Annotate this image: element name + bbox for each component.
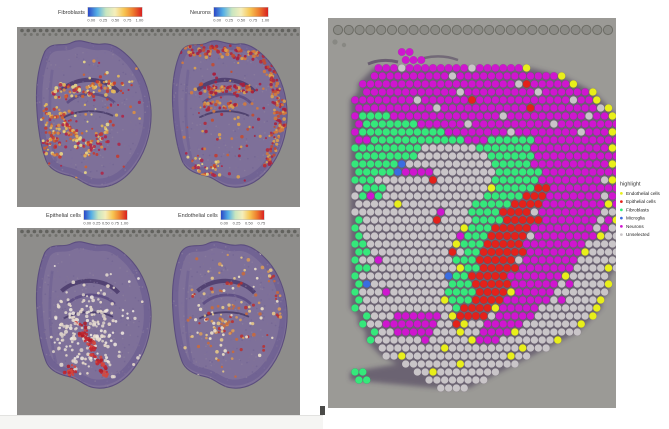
legend-item-label: Neurons [626,223,644,229]
colorbar-tick-label: 0.00 [87,18,96,23]
tissue-panels-svg-2 [20,229,300,389]
colorbar-tick-label: 0.75 [249,18,258,23]
colorbar-title: Neurons [190,9,211,16]
legend-item-neurons: Neurons [620,224,669,229]
colorbar-tick-label: 0.50 [245,221,253,226]
legend-item-microglia: Microglia [620,215,669,221]
legend-swatch [620,233,623,236]
colorbar-gradient [83,210,128,220]
colorbar-tick-label: 0.75 [123,18,132,23]
colorbar-tick-label: 0.00 [220,221,229,226]
legend-item-fibroblasts: Fibroblasts [620,207,669,212]
colorbar-neurons: Neurons 0.00 0.25 0.50 0.75 1.00 [190,7,269,23]
highlight-legend: highlight Endothelial cells Epithelial ce… [620,181,669,240]
colorbar-ticks: 0.00 0.25 0.50 0.75 1.00 [213,18,269,23]
colorbar-tick-label: 1.00 [135,18,144,23]
fiducial-dots [20,28,300,36]
colorbar-epithelial: Epithelial cells 0.00 0.25 0.50 0.75 1.00 [46,210,128,226]
colorbar-tick-label: 0.75 [257,221,266,226]
colorbar-ticks: 0.00 0.25 0.50 0.75 1.00 [83,221,128,226]
colorbar-tick-label: 1.00 [120,221,129,226]
colorbar-tick-label: 0.25 [92,221,101,226]
colorbar-tick-label: 0.25 [225,18,234,23]
colorbar-tick-label: 0.75 [111,221,120,226]
spot-map-svg [332,24,616,393]
colorbar-tick-label: 0.25 [99,18,108,23]
bottom-strip [0,415,323,429]
colorbar-ticks: 0.00 0.25 0.50 0.75 1.00 [87,18,143,23]
legend-item-endothelial-cells: Endothelial cells [620,191,669,196]
legend-swatch [620,216,623,220]
legend-swatch [620,192,623,195]
tissue-section-fibroblasts [35,40,152,188]
colorbar-ticks: 0.00 0.25 0.50 0.75 [220,221,265,226]
colorbar-title: Endothelial cells [178,212,218,219]
legend-item-epithelial-cells: Epithelial cells [620,199,669,204]
tissue-image-row-2 [17,228,300,415]
tissue-panels-svg-1 [20,28,300,188]
legend-item-label: Endothelial cells [626,190,660,196]
legend-item-label: Epithelial cells [626,198,656,205]
spot-category-plot [328,18,616,408]
tissue-image-row-1 [17,27,300,207]
colorbar-title: Fibroblasts [58,9,85,16]
legend-swatch [620,208,623,212]
dark-marker [320,406,325,415]
colorbar-title: Epithelial cells [46,212,81,219]
colorbar-gradient [220,210,265,220]
legend-item-label: Unselected [626,231,650,238]
tissue-section-endothelial [171,241,288,389]
fiducial-dots [332,24,614,48]
spot-grid [351,48,616,393]
colorbar-tick-label: 0.25 [232,221,241,226]
fiducial-dots [20,229,300,237]
legend-item-label: Microglia [626,215,645,221]
colorbar-tick-label: 0.00 [213,18,222,23]
legend-swatch [620,225,623,228]
legend-item-unselected: Unselected [620,232,669,237]
tissue-section-epithelial [35,241,152,389]
colorbar-fibroblasts: Fibroblasts 0.00 0.25 0.50 0.75 1.00 [58,7,143,23]
colorbar-tick-label: 0.50 [101,221,110,226]
colorbar-tick-label: 0.00 [83,221,92,226]
legend-item-label: Fibroblasts [626,206,649,213]
colorbar-tick-label: 1.00 [261,18,270,23]
colorbar-gradient [87,7,143,17]
highlight-legend-title: highlight [620,181,641,188]
legend-swatch [620,200,623,203]
highlight-legend-items: Endothelial cells Epithelial cells Fibrobl… [620,191,669,237]
colorbar-endothelial: Endothelial cells 0.00 0.25 0.50 0.75 [178,210,265,226]
colorbar-tick-label: 0.50 [111,18,120,23]
colorbar-gradient [213,7,269,17]
colorbar-tick-label: 0.50 [237,18,246,23]
tissue-section-neurons [171,40,288,188]
